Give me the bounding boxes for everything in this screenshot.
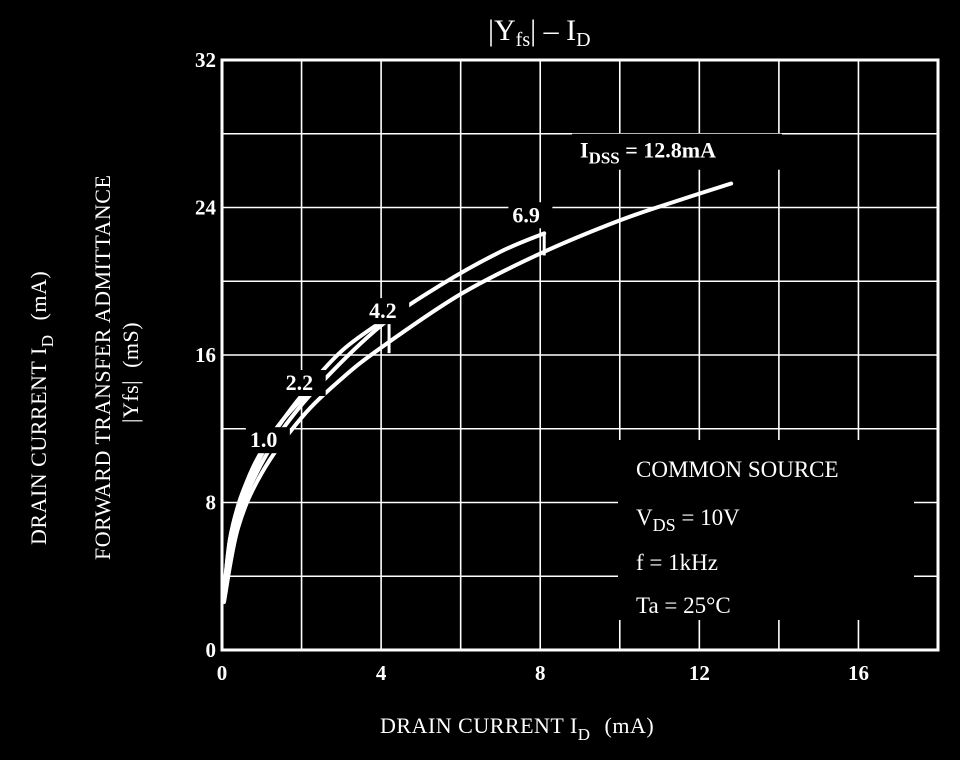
y-tick-label: 8 — [206, 491, 217, 515]
x-tick-label: 16 — [848, 661, 869, 685]
x-tick-label: 0 — [217, 661, 228, 685]
curves — [221, 181, 734, 605]
y-tick-label: 0 — [206, 638, 217, 662]
conditions-box: COMMON SOURCE VDS = 10V f = 1kHz Ta = 25… — [618, 440, 914, 620]
curve-label-bg — [508, 202, 553, 229]
curve-label-bg — [281, 370, 326, 397]
idss-label-bg — [572, 133, 782, 170]
curve-label: 2.2 — [286, 370, 314, 395]
x-tick-label: 4 — [376, 661, 387, 685]
curve-label-bg — [245, 427, 290, 454]
x-axis-label: DRAIN CURRENT ID (mA) — [380, 713, 654, 744]
x-tick-label: 12 — [689, 661, 710, 685]
x-ticks: 0 4 8 12 16 — [217, 661, 869, 685]
x-tick-label: 8 — [535, 661, 546, 685]
curve-labels: 1.0 2.2 4.2 6.9 — [245, 202, 553, 454]
curve-label: 6.9 — [512, 202, 540, 227]
y-tick-label: 24 — [195, 196, 217, 220]
curve-label: 4.2 — [369, 298, 397, 323]
y-tick-label: 32 — [195, 48, 216, 72]
plot-frame — [220, 58, 940, 652]
curve-label-bg — [365, 298, 410, 325]
y-ticks: 0 8 16 24 32 — [195, 48, 217, 662]
y-axis-label-outer: DRAIN CURRENT ID(mA) — [26, 271, 57, 545]
condition-common-source: COMMON SOURCE — [636, 457, 839, 482]
series-line-4 — [221, 181, 734, 605]
curve-label: 1.0 — [250, 427, 278, 452]
condition-temperature: Ta = 25°C — [636, 593, 731, 618]
y-tick-label: 16 — [195, 343, 216, 367]
condition-vds: VDS = 10V — [636, 505, 740, 535]
y-axis-label-inner: FORWARD TRANSFER ADMITTANCE — [90, 175, 115, 560]
idss-label: IDSS = 12.8mA — [580, 138, 716, 168]
chart-title: |Yfs| – ID — [488, 14, 591, 51]
y-axis-label-inner-unit: |Yfs|(mS) — [118, 322, 143, 423]
series-line-3 — [221, 231, 547, 601]
condition-frequency: f = 1kHz — [636, 550, 718, 575]
